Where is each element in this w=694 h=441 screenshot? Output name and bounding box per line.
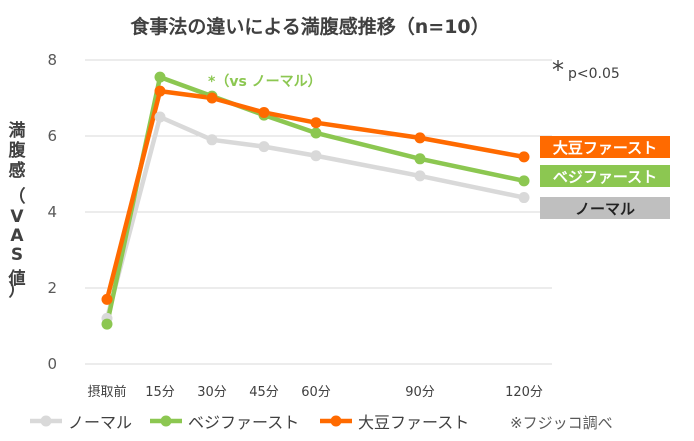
legend-entry: 大豆ファースト xyxy=(358,413,469,432)
data-point xyxy=(101,318,113,330)
series-line xyxy=(104,74,525,325)
data-point xyxy=(206,134,218,146)
data-point xyxy=(258,106,270,118)
x-tick-labels: 摂取前 15分 30分 45分 60分 90分 120分 xyxy=(87,384,542,400)
legend-swatch-marker xyxy=(330,415,342,427)
gridlines xyxy=(85,59,552,365)
source-note: ※フジッコ調べ xyxy=(510,414,613,432)
end-label-box xyxy=(540,165,670,187)
data-point xyxy=(101,293,113,305)
end-label-box xyxy=(540,197,670,219)
y-axis-label: 満腹感（ V A S 値） xyxy=(8,120,27,301)
y-tick-label: 4 xyxy=(47,203,57,221)
data-point xyxy=(518,175,530,187)
data-point xyxy=(310,150,322,162)
series-points xyxy=(101,71,530,330)
legend-entry: ノーマル xyxy=(68,413,132,432)
y-tick-label: 6 xyxy=(47,127,57,145)
y-tick-label: 8 xyxy=(47,51,57,69)
series-lines xyxy=(104,74,525,325)
x-tick-label: 15分 xyxy=(145,385,175,400)
data-point xyxy=(414,153,426,165)
y-axis-title: 満腹感（ V A S 値） xyxy=(8,120,27,301)
x-tick-label: 90分 xyxy=(405,385,435,400)
data-point xyxy=(518,192,530,204)
data-point xyxy=(206,92,218,104)
end-label-text: 大豆ファースト xyxy=(553,139,657,157)
legend: ノーマル ベジファースト 大豆ファースト xyxy=(30,413,469,432)
data-point xyxy=(310,117,322,129)
chart-title: 食事法の違いによる満腹感推移（n=10） xyxy=(130,15,489,38)
legend-swatch-marker xyxy=(40,415,52,427)
x-tick-label: 45分 xyxy=(249,385,279,400)
data-point xyxy=(154,85,166,97)
y-tick-label: 0 xyxy=(47,355,57,373)
legend-swatch-marker xyxy=(160,415,172,427)
significance-p-value: p<0.05 xyxy=(568,66,620,82)
data-point xyxy=(310,127,322,139)
data-point xyxy=(414,170,426,182)
y-tick-label: 2 xyxy=(47,279,57,297)
end-label-box xyxy=(540,136,670,158)
significance-star: * xyxy=(552,56,564,84)
end-label-text: ベジファースト xyxy=(553,168,657,186)
x-tick-label: 30分 xyxy=(197,385,227,400)
data-point xyxy=(414,132,426,144)
y-tick-labels: 0 2 4 6 8 xyxy=(47,51,57,373)
legend-entry: ベジファースト xyxy=(188,413,299,432)
end-label-text: ノーマル xyxy=(575,200,635,218)
x-tick-label: 60分 xyxy=(301,385,331,400)
significance-annotation: *（vs ノーマル） xyxy=(208,74,322,90)
x-tick-label: 120分 xyxy=(505,385,543,400)
data-point xyxy=(154,111,166,123)
data-point xyxy=(518,151,530,163)
data-point xyxy=(258,141,270,153)
x-tick-label: 摂取前 xyxy=(87,384,126,400)
data-point xyxy=(154,71,166,83)
